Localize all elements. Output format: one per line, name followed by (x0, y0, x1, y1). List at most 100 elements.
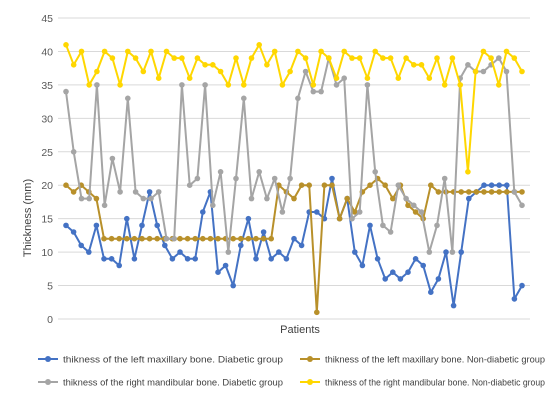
data-point (405, 269, 411, 276)
data-point (101, 255, 107, 262)
data-point (356, 55, 363, 61)
data-point (248, 195, 255, 202)
data-point (154, 222, 160, 229)
data-point (63, 42, 69, 48)
data-point (496, 55, 502, 61)
data-point (124, 235, 130, 242)
data-point (238, 242, 244, 249)
data-point (458, 189, 465, 195)
data-point (268, 255, 275, 262)
data-point (349, 55, 355, 61)
data-point (108, 235, 115, 242)
data-point (341, 48, 348, 55)
data-point (390, 195, 396, 202)
data-point (186, 182, 193, 188)
data-point (222, 262, 229, 269)
data-point (504, 182, 510, 188)
data-point (488, 189, 495, 195)
data-point (146, 189, 153, 195)
data-point (480, 48, 487, 55)
data-point (405, 202, 411, 209)
data-point (163, 48, 170, 55)
data-point (215, 269, 221, 276)
data-point (488, 55, 494, 61)
data-point (63, 222, 69, 229)
data-point (380, 55, 386, 61)
data-point (93, 222, 100, 229)
data-point (488, 182, 495, 188)
data-point (352, 249, 358, 255)
data-point (519, 282, 525, 289)
data-point (162, 242, 168, 249)
data-point (336, 215, 343, 222)
data-point (411, 62, 417, 68)
data-point (291, 195, 297, 202)
data-point (511, 55, 518, 61)
data-point (302, 68, 309, 75)
legend-label: thikness of the left maxillary bone. Non… (325, 355, 545, 366)
data-point (279, 82, 286, 88)
data-point (412, 209, 419, 215)
data-point (217, 68, 224, 75)
data-point (441, 82, 448, 88)
data-point (109, 55, 116, 61)
data-point (349, 215, 355, 222)
data-point (148, 48, 154, 55)
series-3 (63, 55, 525, 255)
data-point (473, 189, 480, 195)
data-point (125, 48, 131, 55)
data-point (395, 75, 402, 81)
data-point (390, 269, 396, 276)
data-point (333, 82, 340, 88)
y-axis-ticks: 0 5 10 15 20 25 30 35 40 45 (41, 13, 53, 326)
data-point (146, 235, 153, 242)
data-point (458, 249, 465, 255)
data-point (124, 215, 130, 222)
data-point (139, 222, 145, 229)
data-point (310, 82, 317, 88)
data-point (241, 95, 247, 102)
data-point (210, 62, 216, 68)
data-point (200, 235, 206, 242)
data-point (253, 255, 259, 262)
data-point (101, 48, 108, 55)
data-point (295, 48, 301, 55)
data-point (169, 255, 176, 262)
data-point (302, 55, 309, 61)
data-point (86, 249, 92, 255)
data-point (279, 209, 286, 215)
data-point (225, 82, 232, 88)
data-point (63, 182, 69, 188)
series-line (65, 57, 523, 254)
data-point (287, 175, 293, 182)
data-point (125, 95, 131, 102)
data-point (253, 235, 259, 242)
y-axis-label: Thickness (mm) (22, 179, 34, 257)
data-point (449, 249, 456, 255)
data-point (321, 182, 328, 188)
data-point (519, 68, 525, 75)
data-point (314, 309, 320, 316)
series-1 (63, 175, 525, 309)
data-point (450, 302, 457, 309)
data-point (481, 189, 487, 195)
data-point (283, 255, 290, 262)
data-point (78, 48, 85, 55)
data-point (117, 189, 123, 195)
data-point (245, 215, 252, 222)
data-point (298, 242, 305, 249)
data-point (271, 175, 278, 182)
y-tick-label: 35 (41, 80, 53, 92)
data-point (503, 68, 510, 75)
legend-item-2: thikness of the left maxillary bone. Non… (300, 355, 545, 366)
data-point (171, 55, 177, 61)
data-point (387, 55, 394, 61)
data-point (426, 75, 433, 81)
data-point (443, 249, 449, 255)
legend-marker (307, 356, 313, 362)
x-axis-label: Patients (280, 324, 320, 336)
data-point (248, 55, 255, 61)
data-point (364, 82, 371, 88)
y-tick-label: 45 (41, 13, 53, 25)
data-point (140, 195, 147, 202)
